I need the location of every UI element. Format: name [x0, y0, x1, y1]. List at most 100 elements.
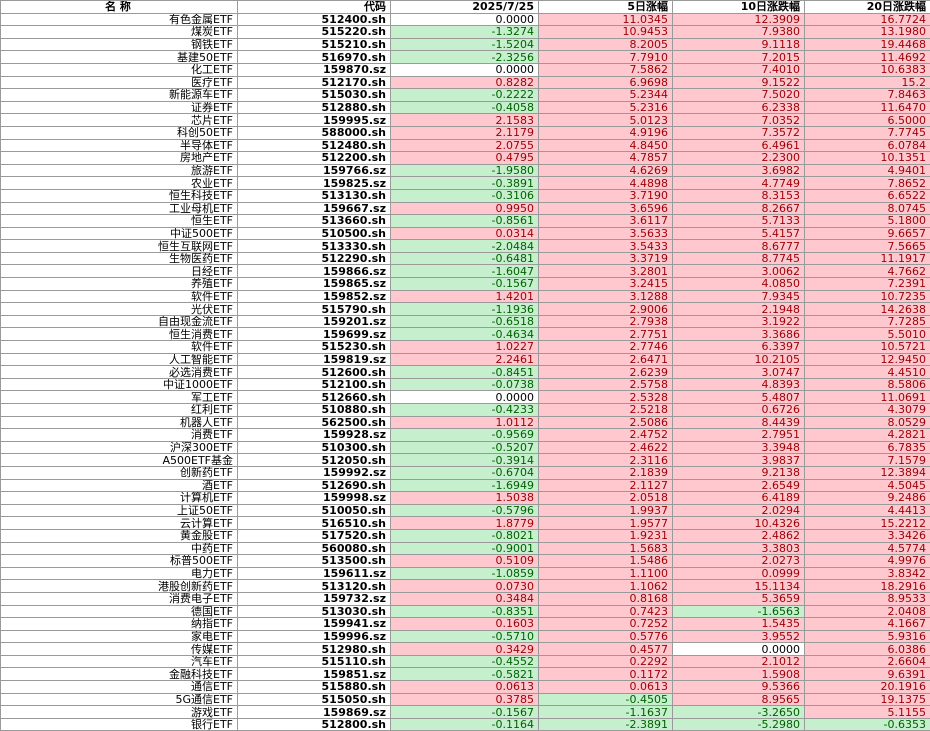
- cell-20day[interactable]: 18.2916: [805, 580, 930, 593]
- cell-code[interactable]: 515220.sh: [238, 26, 391, 39]
- cell-20day[interactable]: 10.6383: [805, 63, 930, 76]
- cell-date-change[interactable]: 0.0000: [391, 13, 539, 26]
- cell-name[interactable]: 软件ETF: [1, 341, 238, 354]
- cell-name[interactable]: 科创50ETF: [1, 126, 238, 139]
- cell-code[interactable]: 513660.sh: [238, 215, 391, 228]
- cell-5day[interactable]: 3.5433: [539, 240, 673, 253]
- cell-date-change[interactable]: 0.8282: [391, 76, 539, 89]
- cell-code[interactable]: 159201.sz: [238, 315, 391, 328]
- cell-10day[interactable]: 2.6549: [673, 479, 805, 492]
- cell-name[interactable]: 养殖ETF: [1, 278, 238, 291]
- cell-20day[interactable]: 7.8463: [805, 89, 930, 102]
- cell-5day[interactable]: 0.5776: [539, 630, 673, 643]
- cell-20day[interactable]: 19.1375: [805, 693, 930, 706]
- cell-5day[interactable]: 3.2415: [539, 278, 673, 291]
- cell-20day[interactable]: 6.7835: [805, 441, 930, 454]
- cell-20day[interactable]: 19.4468: [805, 38, 930, 51]
- cell-5day[interactable]: 0.7423: [539, 605, 673, 618]
- cell-name[interactable]: 钢铁ETF: [1, 38, 238, 51]
- cell-10day[interactable]: 3.6982: [673, 164, 805, 177]
- cell-code[interactable]: 516510.sh: [238, 517, 391, 530]
- cell-name[interactable]: 证券ETF: [1, 101, 238, 114]
- cell-10day[interactable]: 9.5366: [673, 681, 805, 694]
- cell-code[interactable]: 159865.sz: [238, 278, 391, 291]
- cell-name[interactable]: 生物医药ETF: [1, 252, 238, 265]
- cell-10day[interactable]: 2.7951: [673, 429, 805, 442]
- cell-10day[interactable]: 2.2300: [673, 152, 805, 165]
- cell-20day[interactable]: 4.4510: [805, 366, 930, 379]
- cell-10day[interactable]: 3.3686: [673, 328, 805, 341]
- cell-10day[interactable]: 3.9837: [673, 454, 805, 467]
- header-10day[interactable]: 10日涨跌幅: [673, 1, 805, 14]
- cell-code[interactable]: 517520.sh: [238, 529, 391, 542]
- cell-date-change[interactable]: -0.2222: [391, 89, 539, 102]
- cell-name[interactable]: 汽车ETF: [1, 655, 238, 668]
- cell-20day[interactable]: 6.0784: [805, 139, 930, 152]
- cell-code[interactable]: 513500.sh: [238, 555, 391, 568]
- cell-5day[interactable]: 4.4898: [539, 177, 673, 190]
- header-5day[interactable]: 5日涨幅: [539, 1, 673, 14]
- cell-name[interactable]: 传媒ETF: [1, 643, 238, 656]
- cell-date-change[interactable]: 0.0314: [391, 227, 539, 240]
- cell-10day[interactable]: 7.9345: [673, 290, 805, 303]
- cell-date-change[interactable]: -0.4552: [391, 655, 539, 668]
- cell-10day[interactable]: 6.4961: [673, 139, 805, 152]
- header-20day[interactable]: 20日涨跌幅: [805, 1, 930, 14]
- cell-10day[interactable]: 9.2138: [673, 466, 805, 479]
- cell-code[interactable]: 512800.sh: [238, 718, 391, 731]
- cell-name[interactable]: 恒生科技ETF: [1, 189, 238, 202]
- cell-10day[interactable]: 5.4157: [673, 227, 805, 240]
- cell-code[interactable]: 159667.sz: [238, 202, 391, 215]
- cell-name[interactable]: 5G通信ETF: [1, 693, 238, 706]
- cell-code[interactable]: 510050.sh: [238, 504, 391, 517]
- cell-10day[interactable]: 8.6777: [673, 240, 805, 253]
- cell-date-change[interactable]: 0.1603: [391, 618, 539, 631]
- cell-5day[interactable]: 5.2344: [539, 89, 673, 102]
- cell-5day[interactable]: 2.4622: [539, 441, 673, 454]
- cell-code[interactable]: 588000.sh: [238, 126, 391, 139]
- cell-date-change[interactable]: 0.0730: [391, 580, 539, 593]
- cell-code[interactable]: 512170.sh: [238, 76, 391, 89]
- cell-name[interactable]: 游戏ETF: [1, 706, 238, 719]
- cell-5day[interactable]: 5.2316: [539, 101, 673, 114]
- cell-10day[interactable]: 12.3909: [673, 13, 805, 26]
- cell-name[interactable]: 半导体ETF: [1, 139, 238, 152]
- cell-date-change[interactable]: 0.3484: [391, 592, 539, 605]
- cell-20day[interactable]: 2.0408: [805, 605, 930, 618]
- cell-date-change[interactable]: -1.6047: [391, 265, 539, 278]
- cell-20day[interactable]: 4.3079: [805, 404, 930, 417]
- cell-20day[interactable]: 15.2212: [805, 517, 930, 530]
- cell-5day[interactable]: 1.5683: [539, 542, 673, 555]
- cell-name[interactable]: 纳指ETF: [1, 618, 238, 631]
- cell-10day[interactable]: 0.6726: [673, 404, 805, 417]
- cell-10day[interactable]: 1.5908: [673, 668, 805, 681]
- cell-5day[interactable]: 1.9937: [539, 504, 673, 517]
- cell-code[interactable]: 510880.sh: [238, 404, 391, 417]
- cell-code[interactable]: 159825.sz: [238, 177, 391, 190]
- cell-date-change[interactable]: 2.1583: [391, 114, 539, 127]
- cell-name[interactable]: 房地产ETF: [1, 152, 238, 165]
- cell-code[interactable]: 512200.sh: [238, 152, 391, 165]
- cell-date-change[interactable]: 0.0613: [391, 681, 539, 694]
- cell-code[interactable]: 515230.sh: [238, 341, 391, 354]
- cell-5day[interactable]: 1.5486: [539, 555, 673, 568]
- cell-name[interactable]: 自由现金流ETF: [1, 315, 238, 328]
- cell-date-change[interactable]: -0.8021: [391, 529, 539, 542]
- cell-10day[interactable]: 7.0352: [673, 114, 805, 127]
- cell-10day[interactable]: 6.3397: [673, 341, 805, 354]
- cell-date-change[interactable]: -0.6704: [391, 466, 539, 479]
- cell-name[interactable]: 标普500ETF: [1, 555, 238, 568]
- cell-10day[interactable]: 7.4010: [673, 63, 805, 76]
- cell-20day[interactable]: -0.6353: [805, 718, 930, 731]
- cell-5day[interactable]: 2.7746: [539, 341, 673, 354]
- cell-20day[interactable]: 9.6391: [805, 668, 930, 681]
- cell-10day[interactable]: 7.5020: [673, 89, 805, 102]
- cell-20day[interactable]: 10.7235: [805, 290, 930, 303]
- cell-name[interactable]: 必选消费ETF: [1, 366, 238, 379]
- cell-5day[interactable]: 1.9231: [539, 529, 673, 542]
- cell-code[interactable]: 512290.sh: [238, 252, 391, 265]
- cell-date-change[interactable]: -0.0738: [391, 378, 539, 391]
- cell-5day[interactable]: 1.1100: [539, 567, 673, 580]
- cell-code[interactable]: 159732.sz: [238, 592, 391, 605]
- cell-20day[interactable]: 11.4692: [805, 51, 930, 64]
